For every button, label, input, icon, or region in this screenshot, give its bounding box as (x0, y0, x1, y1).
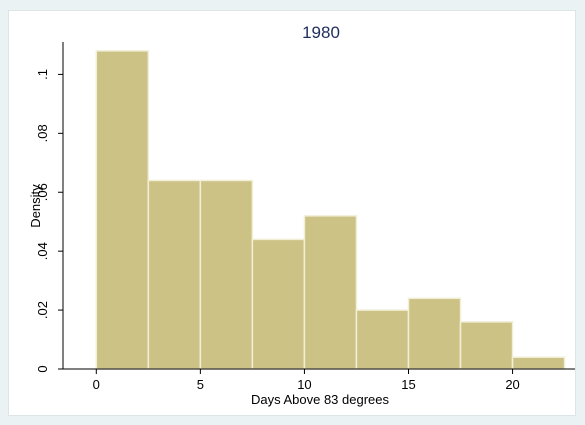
histogram-bar (95, 50, 150, 370)
x-tick-label: 5 (197, 377, 204, 392)
y-tick-label: .1 (35, 69, 50, 80)
x-tick-label: 0 (93, 377, 100, 392)
x-axis-label: Days Above 83 degrees (251, 392, 390, 407)
x-tick-label: 20 (505, 377, 519, 392)
histogram-bar (147, 179, 202, 370)
axes-layer: 0 .02 .04 .06 .08 .1 0 5 10 15 20 (35, 42, 575, 392)
histogram-bar (459, 321, 514, 370)
bars-layer (95, 50, 566, 370)
histogram-bar (355, 309, 410, 370)
histogram-bar (511, 356, 566, 370)
histogram-bar (251, 238, 306, 370)
y-tick-label: .06 (35, 183, 50, 201)
y-tick-label: .02 (35, 301, 50, 319)
y-axis-label: Density (28, 184, 43, 228)
y-tick-label: .04 (35, 242, 50, 260)
x-tick-label: 15 (401, 377, 415, 392)
y-tick-label: 0 (35, 365, 50, 372)
x-tick-label: 10 (297, 377, 311, 392)
y-tick-label: .08 (35, 124, 50, 142)
chart-title: 1980 (302, 23, 340, 42)
histogram-bar (303, 215, 358, 370)
histogram-bar (407, 297, 462, 370)
histogram-bar (199, 179, 254, 370)
